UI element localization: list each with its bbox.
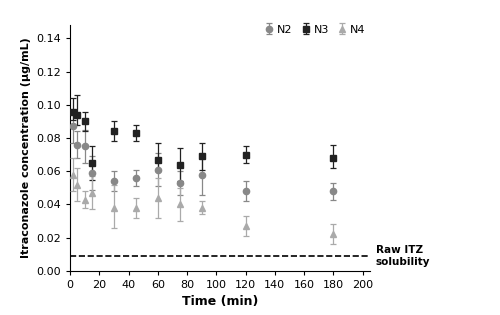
Y-axis label: Itraconazole concentration (μg/mL): Itraconazole concentration (μg/mL): [20, 38, 30, 258]
Text: Raw ITZ
solubility: Raw ITZ solubility: [376, 245, 430, 267]
Legend: N2, N3, N4: N2, N3, N4: [260, 20, 370, 39]
X-axis label: Time (min): Time (min): [182, 295, 258, 308]
